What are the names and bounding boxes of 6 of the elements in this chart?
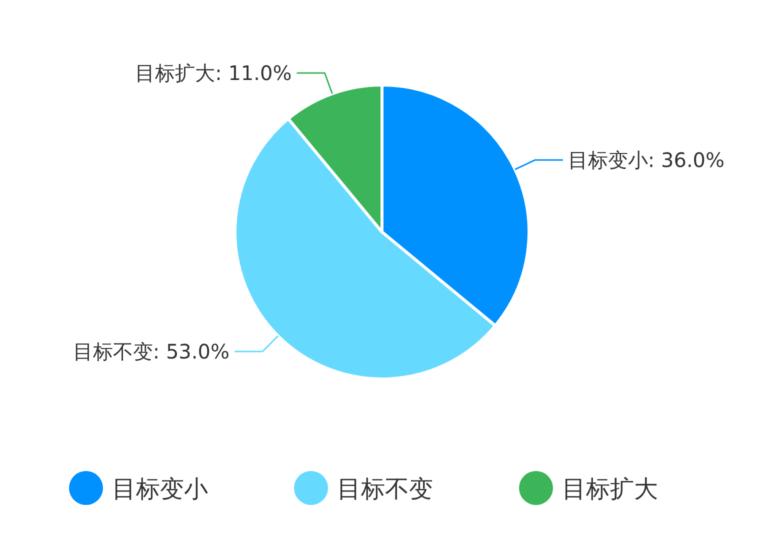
legend-label: 目标变小 [112,475,208,503]
data-label: 目标变小: 36.0% [568,148,725,172]
legend-label: 目标扩大 [562,475,658,503]
data-label: 目标不变: 53.0% [72,340,230,364]
legend-label: 目标不变 [337,475,433,503]
data-label: 目标扩大: 11.0% [135,60,292,85]
